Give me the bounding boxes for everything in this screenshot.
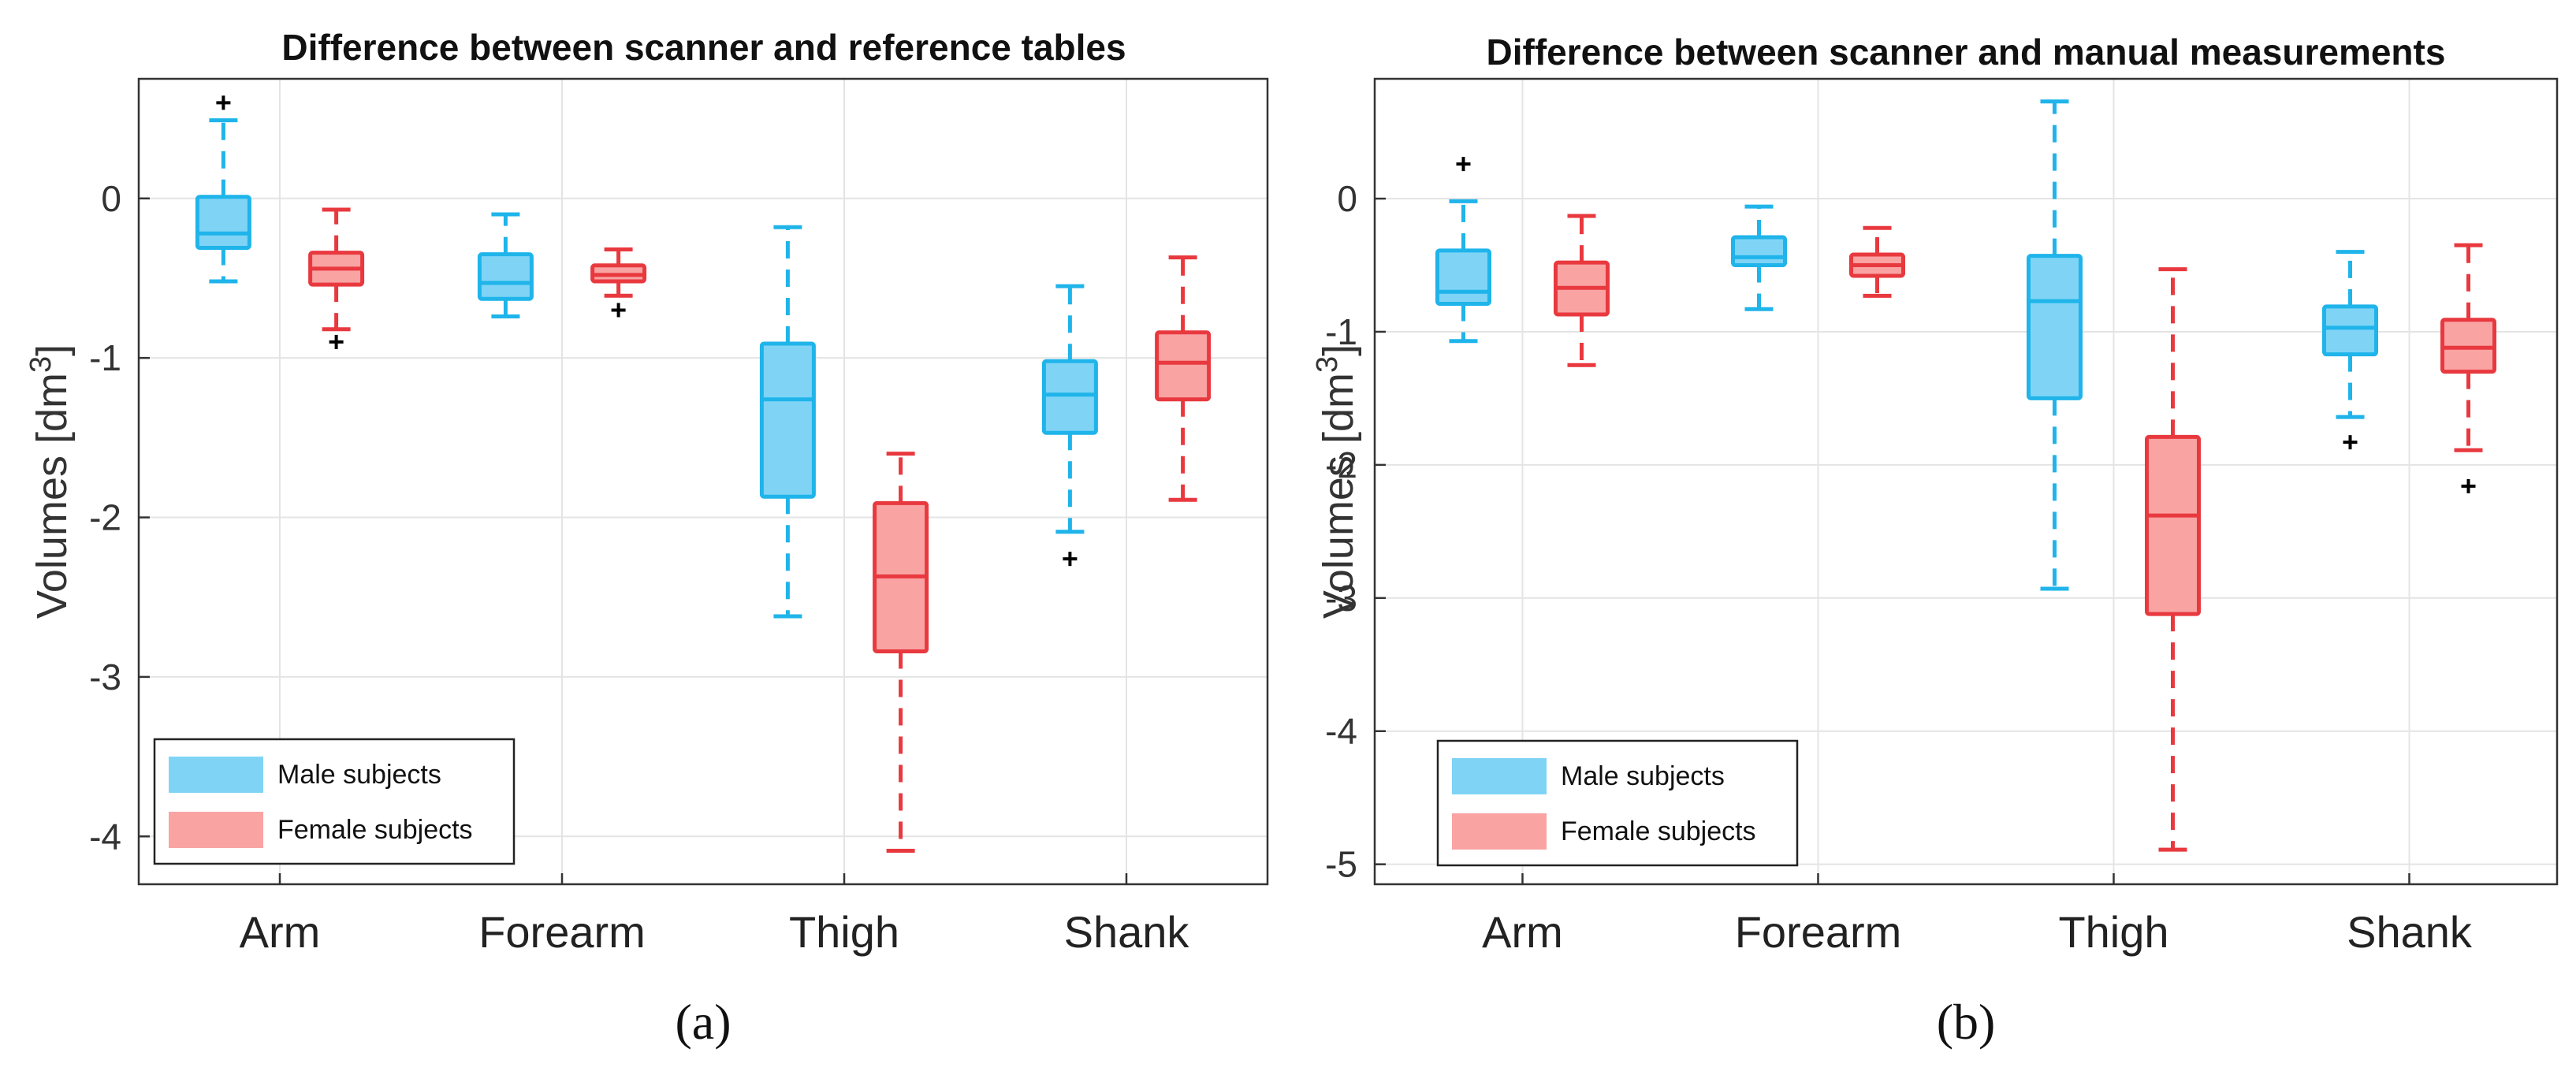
plot-frame [137, 77, 1269, 886]
outlier-marker [2461, 478, 2476, 493]
box-iqr [1731, 235, 1787, 267]
y-tick-label: -4 [1325, 711, 1357, 752]
y-tick-label: 0 [101, 178, 121, 219]
box-arm-male [195, 95, 251, 284]
outlier-marker [1063, 552, 1078, 567]
box-iqr [1155, 330, 1212, 402]
outlier-marker [329, 334, 344, 349]
y-axis-label-superscript: 3 [24, 356, 58, 373]
x-tick-label: Shank [2347, 907, 2473, 957]
y-tick-label: -2 [1325, 444, 1357, 485]
box-iqr [2440, 318, 2496, 374]
box-iqr [1435, 248, 1491, 306]
legend-swatch [1452, 813, 1547, 850]
legend-swatch [1452, 758, 1547, 794]
legend-label: Female subjects [277, 815, 473, 845]
chart-title: Difference between scanner and reference… [281, 27, 1126, 68]
box-thigh-female [2145, 267, 2201, 852]
box-shank-male [2322, 250, 2378, 450]
y-tick-label: 0 [1337, 178, 1357, 219]
box-shank-male [1041, 284, 1098, 567]
y-tick-label: -3 [89, 656, 121, 697]
y-axis-label-main: Volumes [dm [1315, 373, 1362, 619]
y-axis-label-bracket: ] [28, 344, 76, 356]
chart-panel-1: 0 -1 -2 -3 -4 Arm Forearm Thigh Shank Difference … [24, 27, 1269, 1050]
x-tick-label: Forearm [478, 907, 646, 957]
outlier-marker [2343, 435, 2358, 450]
legend-swatch [169, 812, 263, 848]
box-forearm-female [1849, 225, 1905, 298]
box-forearm-male [477, 212, 534, 319]
y-tick-label: -2 [89, 497, 121, 538]
legend-label: Female subjects [1561, 816, 1756, 846]
legend: Male subjects Female subjects [1436, 739, 1799, 867]
y-tick-label: -5 [1325, 844, 1357, 885]
box-arm-female [1554, 214, 1610, 367]
box-iqr [477, 252, 534, 301]
y-axis-label-main: Volumes [dm [28, 373, 76, 619]
outlier-marker [611, 303, 626, 318]
box-iqr [759, 341, 816, 499]
box-thigh-male [759, 225, 816, 619]
x-tick-label: Shank [1064, 907, 1190, 957]
panel-label: (a) [675, 994, 731, 1050]
box-shank-female [2440, 243, 2496, 493]
y-axis-label: Volumes [dm3] [1311, 344, 1362, 619]
x-tick-label: Arm [240, 907, 321, 957]
box-iqr [195, 195, 251, 251]
box-forearm-female [590, 247, 647, 318]
box-iqr [1041, 359, 1098, 435]
y-tick-label: -4 [89, 816, 121, 857]
legend-label: Male subjects [277, 760, 441, 790]
plot-frame [1373, 77, 2559, 886]
legend: Male subjects Female subjects [153, 738, 516, 865]
box-iqr [2145, 434, 2201, 616]
y-tick-label: -1 [89, 337, 121, 378]
legend-label: Male subjects [1561, 761, 1725, 791]
outlier-marker [216, 95, 231, 110]
box-iqr [2027, 254, 2083, 400]
x-tick-label: Arm [1482, 907, 1563, 957]
box-arm-male [1435, 157, 1491, 344]
box-thigh-female [873, 452, 929, 854]
x-tick-label: Forearm [1735, 907, 1902, 957]
x-tick-label: Thigh [2058, 907, 2168, 957]
y-tick-label: -3 [1325, 578, 1357, 619]
chart-panel-2: 0 -1 -2 -3 -4 -5 Arm Forearm Thigh Shank Differenc… [1311, 32, 2559, 1050]
y-axis-label: Volumes [dm3] [24, 344, 76, 619]
y-axis-label-superscript: 3 [1311, 356, 1344, 373]
box-thigh-male [2027, 99, 2083, 591]
outlier-marker [1456, 157, 1471, 172]
x-tick-label: Thigh [789, 907, 899, 957]
y-tick-label: -1 [1325, 311, 1357, 352]
panel-label: (b) [1937, 994, 1996, 1050]
y-axis-label-bracket: ] [1315, 344, 1362, 356]
chart-title: Difference between scanner and manual me… [1487, 32, 2446, 73]
box-iqr [2322, 304, 2378, 357]
legend-swatch [169, 757, 263, 793]
box-shank-female [1155, 255, 1212, 502]
box-arm-female [308, 207, 365, 349]
box-forearm-male [1731, 204, 1787, 311]
